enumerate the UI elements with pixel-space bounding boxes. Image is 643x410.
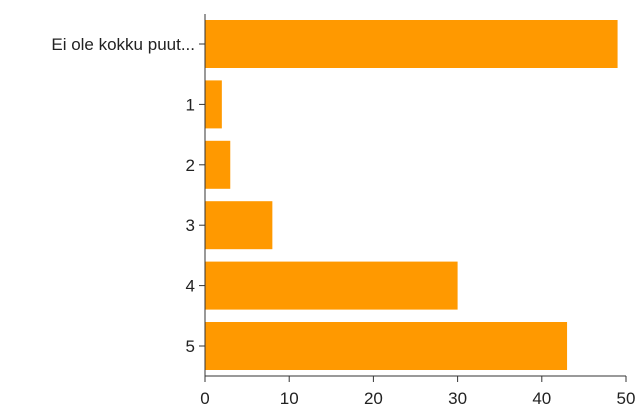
category-label-1: 1: [186, 95, 195, 114]
axes-layer: [199, 14, 627, 382]
category-label-3: 3: [186, 216, 195, 235]
category-label-5: 5: [186, 337, 195, 356]
x-tick-label-3: 30: [448, 389, 467, 408]
bar-0: [205, 20, 618, 68]
x-tick-label-5: 50: [617, 389, 636, 408]
x-tick-label-4: 40: [532, 389, 551, 408]
bar-4: [205, 261, 458, 310]
x-tick-label-0: 0: [200, 389, 209, 408]
category-label-2: 2: [186, 156, 195, 175]
bar-3: [205, 201, 273, 250]
x-tick-label-2: 20: [364, 389, 383, 408]
category-label-4: 4: [186, 277, 195, 296]
bars-layer: [205, 20, 618, 370]
bar-2: [205, 140, 231, 189]
bar-1: [205, 80, 222, 129]
x-tick-label-1: 10: [280, 389, 299, 408]
bar-5: [205, 322, 568, 370]
category-label-0: Ei ole kokku puut...: [51, 35, 195, 54]
